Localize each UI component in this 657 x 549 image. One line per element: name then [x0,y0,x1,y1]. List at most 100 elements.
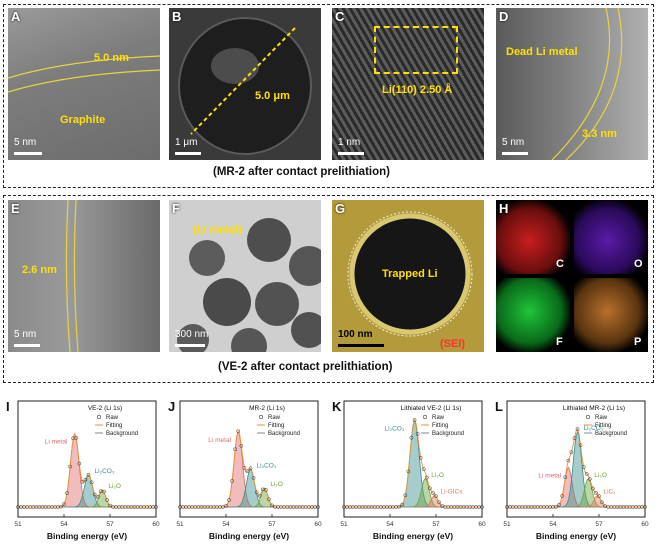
panel-b-particle [178,17,312,155]
panel-label-b: B [172,9,182,24]
scalebar-f [175,344,205,347]
legend-label: Raw [268,415,281,421]
xps-svg: Li metal Li₂CO₃ Li₂O VE-2 (Li 1s) Raw Fitting… [6,399,160,541]
x-tick-label: 51 [340,521,348,528]
raw-point [270,503,274,508]
raw-point [437,500,441,505]
raw-point [92,492,97,497]
x-tick-label: 60 [314,521,322,528]
panel-d-boundary [551,8,623,160]
xps-chart-l: Li metal Li₂CO₃ Li₂O LiCₓ Lithiated MR-2 (Li… [493,393,653,546]
ve2-group [3,195,654,383]
trapped-li-label: Trapped Li [382,268,438,280]
legend-label: Raw [106,415,119,421]
raw-point [560,494,565,498]
peak-label-3: Li₂O [270,481,283,488]
scale-text-g: 100 nm [338,329,373,340]
panel-h: H C O F P [496,200,648,352]
x-axis-label: Binding energy (eV) [47,531,127,541]
x-tick-label: 60 [641,521,649,528]
scale-text-d: 5 nm [502,137,525,148]
raw-point [108,503,112,508]
chart-title: Lithiated MR-2 (Li 1s) [563,405,625,412]
peak-label-3: Li₂O [108,483,121,490]
raw-point [403,493,408,498]
panel-f-particles [177,218,321,352]
raw-point [406,469,411,474]
diameter-label-b: 5.0 μm [255,90,290,102]
raw-point [242,465,247,470]
mr2-group [3,4,654,188]
panel-e-boundary [65,200,79,352]
raw-point [591,486,595,491]
raw-point [83,477,88,482]
raw-point [248,466,253,471]
thickness-label-d: 3.3 nm [582,128,617,140]
raw-point [578,443,583,448]
peak-label-1: Li metal [45,439,68,446]
panel-a-boundary [8,55,160,93]
map-label-o: O [634,258,643,270]
panel-label-chart: L [495,399,503,414]
panel-b: B 5.0 μm 1 μm [169,8,321,160]
raw-point [264,488,268,492]
dead-li-label: Dead Li metal [506,46,578,58]
raw-point [424,475,429,480]
raw-point [254,490,259,495]
legend-label: Raw [432,415,445,421]
panel-label-h: H [499,201,509,216]
legend-label: Fitting [595,423,611,429]
raw-point [105,498,109,502]
raw-point [572,436,577,441]
li-metal-label-f: (Li metal) [193,224,242,236]
legend-label: Background [595,431,627,437]
raw-point [643,505,647,509]
raw-point [95,495,100,499]
peak-label-2: Li₂CO₃ [95,468,115,475]
panel-label-f: F [172,201,180,216]
x-axis-label: Binding energy (eV) [373,531,453,541]
raw-point [575,427,580,431]
scalebar-e [14,344,40,347]
raw-point [227,498,231,502]
raw-point [594,491,598,495]
raw-point [59,504,63,509]
legend-label: Background [106,431,138,437]
peak-2 [552,430,603,508]
legend-label: Fitting [432,423,448,429]
peak-label-1: Li metal [208,437,231,444]
graphite-label: Graphite [60,114,106,126]
raw-point [245,469,250,474]
panel-f: F (Li metal) 300 nm [169,200,321,352]
raw-point [86,472,91,477]
peak-label-3: Li₂O [594,472,607,479]
legend-marker-raw [96,414,102,420]
chart-title: MR-2 (Li 1s) [249,405,285,412]
raw-point [89,480,94,485]
lattice-label: Li(110) 2.50 Å [382,84,453,96]
x-tick-label: 54 [222,521,230,528]
scalebar-g [338,344,384,347]
scalebar-a [14,152,42,155]
legend-label: Background [268,431,300,437]
peak-label-2: Li₂O [431,472,444,479]
plot-frame [506,400,646,518]
legend-label: Background [432,431,464,437]
chart-title: Lithiated VE-2 (Li 1s) [401,405,462,412]
panel-g: G Trapped Li (SEI) 100 nm [332,200,484,352]
panel-g-particle [347,211,473,337]
x-tick-label: 60 [478,521,486,528]
legend-marker-raw [422,414,428,420]
raw-point [257,493,262,498]
map-p [574,278,648,352]
lattice-box [374,26,458,74]
xps-svg: Li metal Li₂CO₃ Li₂O MR-2 (Li 1s) Raw Fitting… [168,399,322,541]
xps-chart-i: Li metal Li₂CO₃ Li₂O VE-2 (Li 1s) Raw Fitting… [4,393,164,546]
peak-label-2: Li₂CO₃ [584,425,604,432]
panel-label-g: G [335,201,346,216]
xps-svg: Li₂CO₃ Li₂O Li-GICs Lithiated VE-2 (Li 1s) R… [332,399,486,541]
raw-point [566,458,571,463]
peak-label-1: Li metal [538,473,561,480]
raw-point [569,450,574,455]
raw-point [80,480,85,484]
